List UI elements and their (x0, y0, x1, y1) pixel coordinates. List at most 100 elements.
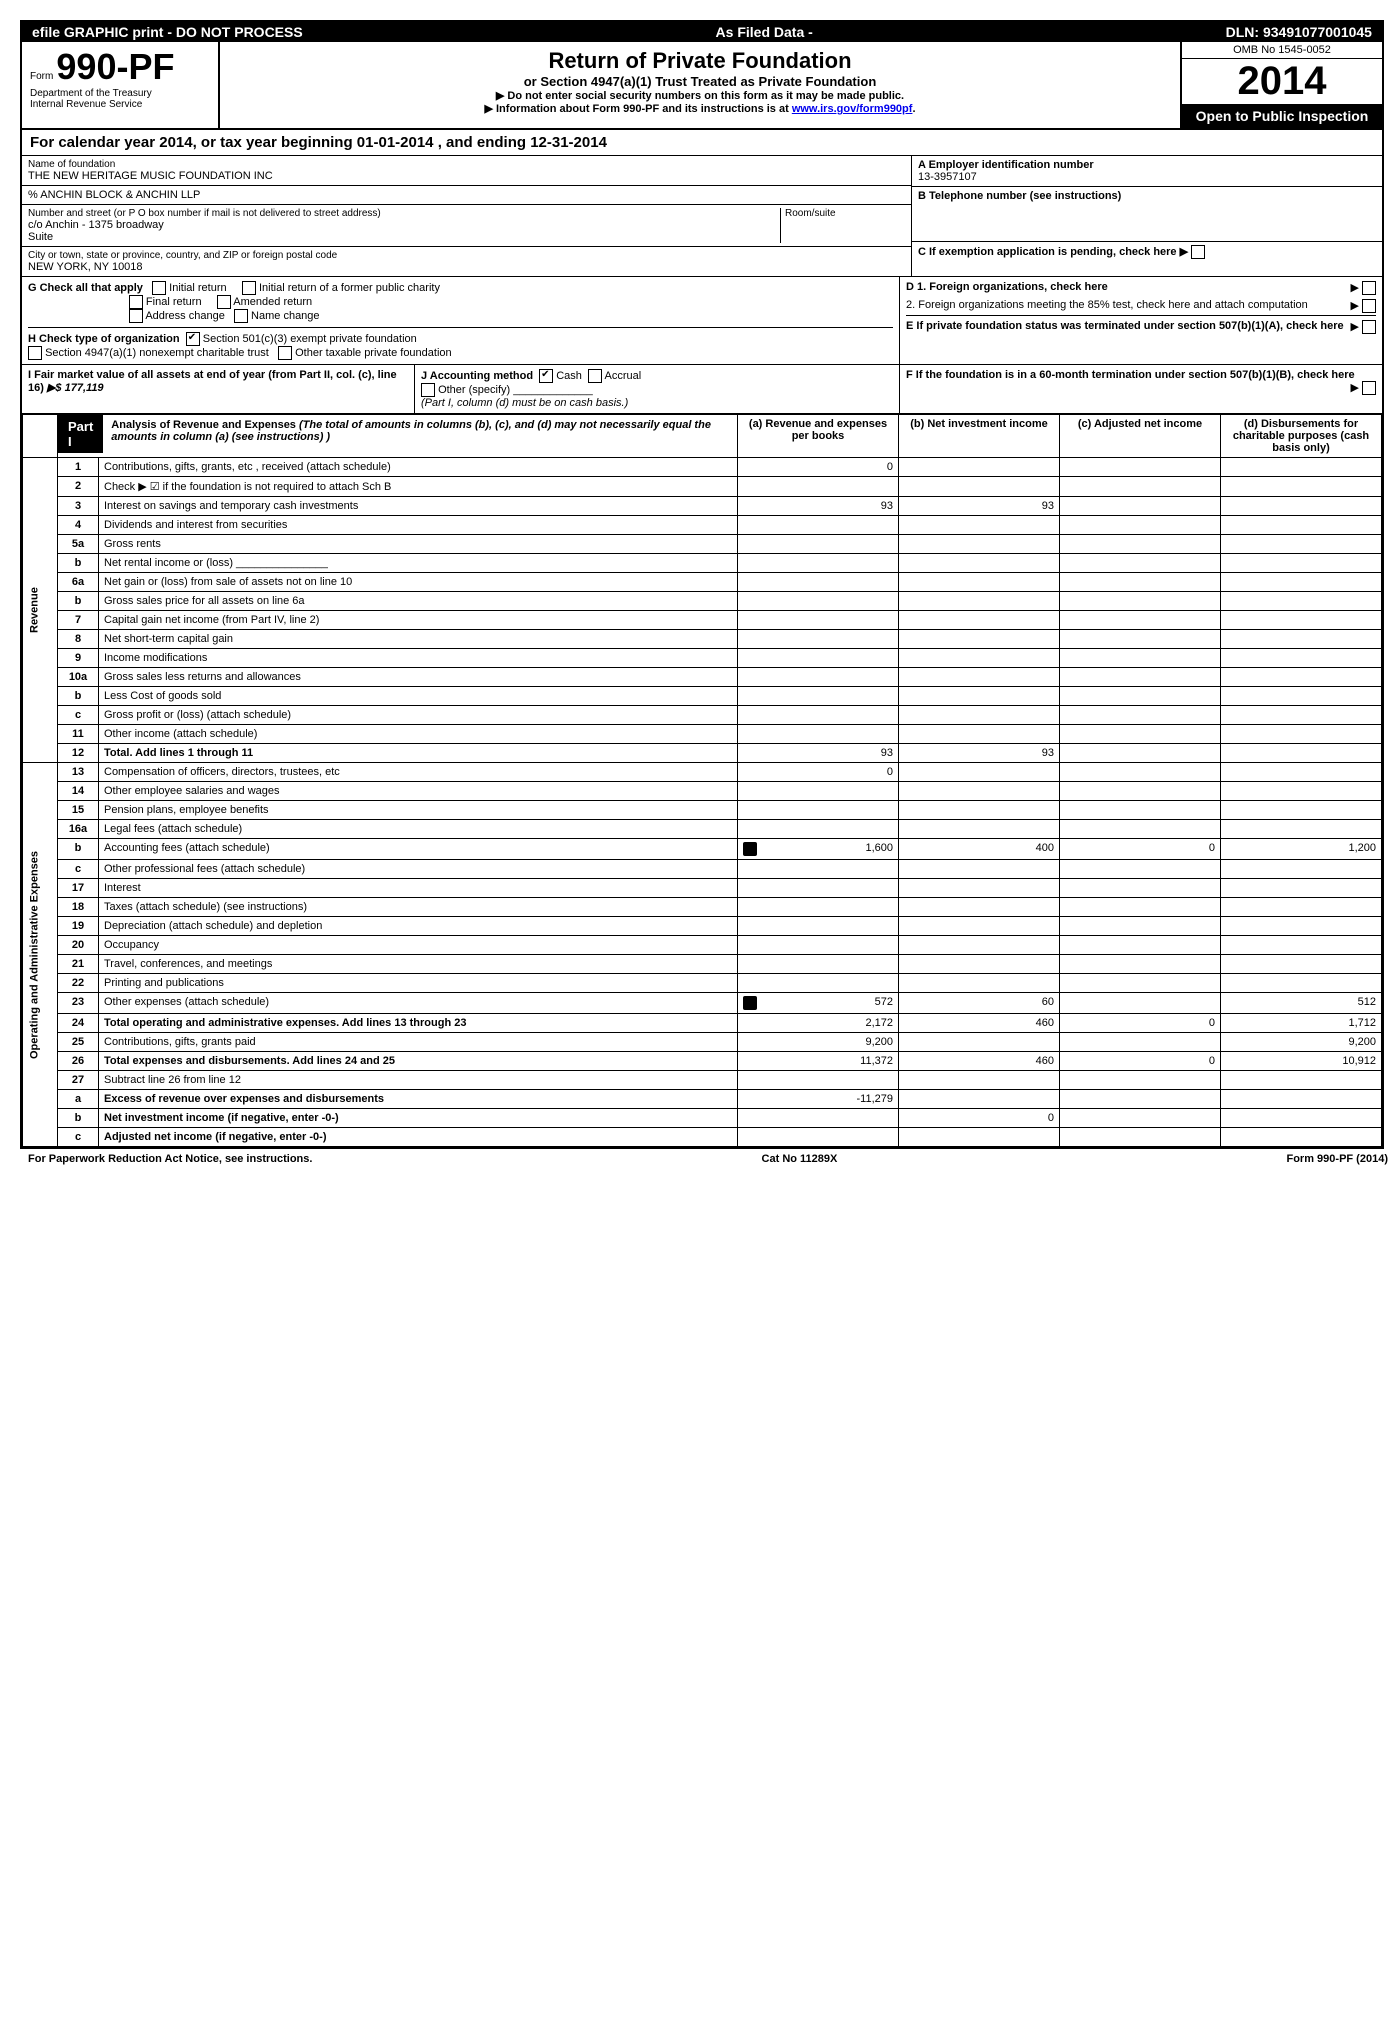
table-row: cAdjusted net income (if negative, enter… (23, 1128, 1382, 1147)
name-label: Name of foundation (28, 159, 905, 170)
info-grid: Name of foundation THE NEW HERITAGE MUSI… (22, 156, 1382, 277)
amount-cell (738, 917, 899, 936)
amount-cell: 93 (738, 744, 899, 763)
line-description: Gross sales less returns and allowances (99, 668, 738, 687)
form-number: 990-PF (56, 46, 174, 87)
line-number: b (58, 592, 99, 611)
line-description: Pension plans, employee benefits (99, 801, 738, 820)
amount-cell (1221, 898, 1382, 917)
line-description: Net short-term capital gain (99, 630, 738, 649)
line-number: 10a (58, 668, 99, 687)
cash-checkbox[interactable] (539, 369, 553, 383)
amount-cell (1221, 725, 1382, 744)
line-description: Net gain or (loss) from sale of assets n… (99, 573, 738, 592)
amount-cell (1221, 554, 1382, 573)
line-description: Other employee salaries and wages (99, 782, 738, 801)
amount-cell (1221, 801, 1382, 820)
amount-cell (1060, 477, 1221, 497)
form-prefix: Form (30, 71, 53, 82)
amount-cell (1060, 497, 1221, 516)
amount-cell (899, 649, 1060, 668)
line-number: 14 (58, 782, 99, 801)
table-row: 4Dividends and interest from securities (23, 516, 1382, 535)
table-row: 20Occupancy (23, 936, 1382, 955)
table-row: 25Contributions, gifts, grants paid9,200… (23, 1033, 1382, 1052)
amount-cell (1221, 1128, 1382, 1147)
amount-cell (1221, 879, 1382, 898)
line-number: 21 (58, 955, 99, 974)
amount-cell (738, 706, 899, 725)
ein-label: A Employer identification number (918, 159, 1376, 171)
footer-mid: Cat No 11289X (762, 1153, 838, 1165)
g-section: G Check all that apply Initial return In… (28, 281, 893, 323)
table-row: bAccounting fees (attach schedule) 1,600… (23, 839, 1382, 860)
line-number: b (58, 687, 99, 706)
table-row: 22Printing and publications (23, 974, 1382, 993)
line-description: Depreciation (attach schedule) and deple… (99, 917, 738, 936)
calendar-year-row: For calendar year 2014, or tax year begi… (22, 130, 1382, 156)
table-row: bLess Cost of goods sold (23, 687, 1382, 706)
amount-cell (899, 782, 1060, 801)
line-description: Other expenses (attach schedule) (99, 993, 738, 1014)
amount-cell (1060, 1033, 1221, 1052)
footer-left: For Paperwork Reduction Act Notice, see … (28, 1153, 312, 1165)
form-note1: ▶ Do not enter social security numbers o… (226, 89, 1174, 102)
amount-cell: 512 (1221, 993, 1382, 1014)
irs-label: Internal Revenue Service (30, 99, 210, 110)
table-row: 10aGross sales less returns and allowanc… (23, 668, 1382, 687)
part1-table: Part I Analysis of Revenue and Expenses … (22, 414, 1382, 1147)
line-number: 13 (58, 763, 99, 782)
amount-cell (899, 592, 1060, 611)
amount-cell (1060, 535, 1221, 554)
employer-info: A Employer identification number 13-3957… (911, 156, 1382, 276)
amount-cell (1060, 592, 1221, 611)
amount-cell: 572 (738, 993, 899, 1014)
col-b-header: (b) Net investment income (899, 415, 1060, 458)
amount-cell (738, 668, 899, 687)
h-501c3-checkbox[interactable] (186, 332, 200, 346)
irs-link[interactable]: www.irs.gov/form990pf (792, 103, 913, 115)
amount-cell (1060, 917, 1221, 936)
title-box: Return of Private Foundation or Section … (220, 42, 1180, 128)
amount-cell (899, 477, 1060, 497)
amount-cell: 1,600 (738, 839, 899, 860)
amount-cell (899, 879, 1060, 898)
amount-cell (899, 974, 1060, 993)
amount-cell (1221, 573, 1382, 592)
table-row: 3Interest on savings and temporary cash … (23, 497, 1382, 516)
line-number: 11 (58, 725, 99, 744)
amount-cell (1060, 1071, 1221, 1090)
amount-cell: 0 (738, 458, 899, 477)
line-description: Net rental income or (loss) ____________… (99, 554, 738, 573)
amount-cell (1060, 611, 1221, 630)
amount-cell (899, 1033, 1060, 1052)
amount-cell (1060, 1128, 1221, 1147)
line-number: 8 (58, 630, 99, 649)
amount-cell (738, 611, 899, 630)
line-number: 2 (58, 477, 99, 497)
attachment-icon[interactable] (743, 842, 757, 856)
amount-cell: 460 (899, 1014, 1060, 1033)
attachment-icon[interactable] (743, 996, 757, 1010)
line-description: Dividends and interest from securities (99, 516, 738, 535)
accrual-checkbox[interactable] (588, 369, 602, 383)
amount-cell (1060, 554, 1221, 573)
table-row: 16aLegal fees (attach schedule) (23, 820, 1382, 839)
amount-cell (899, 458, 1060, 477)
amount-cell (1060, 706, 1221, 725)
amount-cell (738, 879, 899, 898)
phone-label: B Telephone number (see instructions) (918, 190, 1376, 202)
amount-cell (1060, 516, 1221, 535)
line-number: 15 (58, 801, 99, 820)
table-row: 26Total expenses and disbursements. Add … (23, 1052, 1382, 1071)
expenses-label: Operating and Administrative Expenses (23, 763, 58, 1147)
exemption-checkbox[interactable] (1191, 245, 1205, 259)
amount-cell (899, 860, 1060, 879)
line-description: Other professional fees (attach schedule… (99, 860, 738, 879)
amount-cell (899, 668, 1060, 687)
amount-cell (899, 706, 1060, 725)
amount-cell (738, 554, 899, 573)
line-description: Compensation of officers, directors, tru… (99, 763, 738, 782)
amount-cell (1060, 1109, 1221, 1128)
amount-cell (899, 554, 1060, 573)
